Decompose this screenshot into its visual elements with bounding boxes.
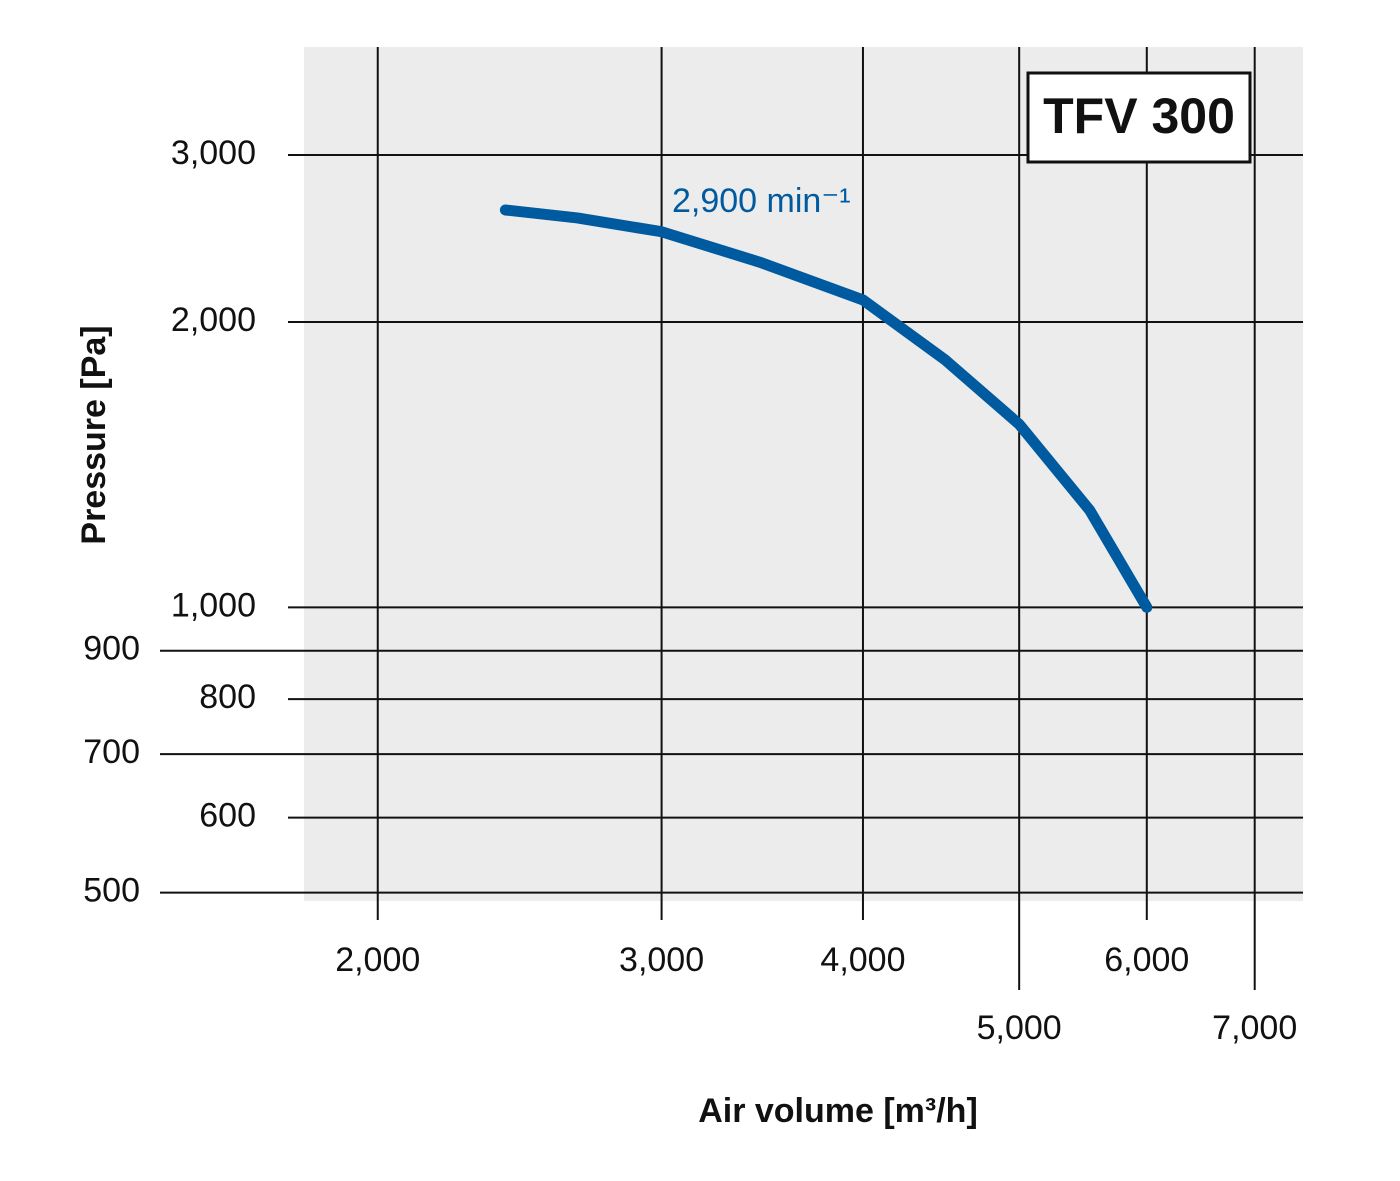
y-tick-label: 600 bbox=[199, 797, 256, 835]
y-tick-label: 3,000 bbox=[171, 134, 256, 172]
series-label: 2,900 min⁻¹ bbox=[672, 182, 851, 220]
title-box bbox=[1026, 71, 1252, 164]
y-tick-label: 700 bbox=[83, 733, 140, 771]
x-tick-label: 2,000 bbox=[335, 941, 420, 979]
x-tick-label: 5,000 bbox=[977, 1009, 1062, 1047]
x-tick-label: 4,000 bbox=[820, 941, 905, 979]
y-tick-label: 2,000 bbox=[171, 301, 256, 339]
y-tick-label: 500 bbox=[83, 872, 140, 910]
x-tick-label: 6,000 bbox=[1104, 941, 1189, 979]
x-tick-label: 7,000 bbox=[1212, 1009, 1297, 1047]
x-axis-title: Air volume [m³/h] bbox=[698, 1092, 978, 1130]
y-tick-label: 800 bbox=[199, 678, 256, 716]
x-tick-label: 3,000 bbox=[619, 941, 704, 979]
chart-title: TFV 300 bbox=[1043, 88, 1235, 144]
line bbox=[499, 204, 1153, 613]
y-tick-label: 900 bbox=[83, 630, 140, 668]
plot-area bbox=[304, 47, 1303, 901]
y-axis-title: Pressure [Pa] bbox=[75, 325, 113, 544]
y-tick-label: 1,000 bbox=[171, 586, 256, 624]
